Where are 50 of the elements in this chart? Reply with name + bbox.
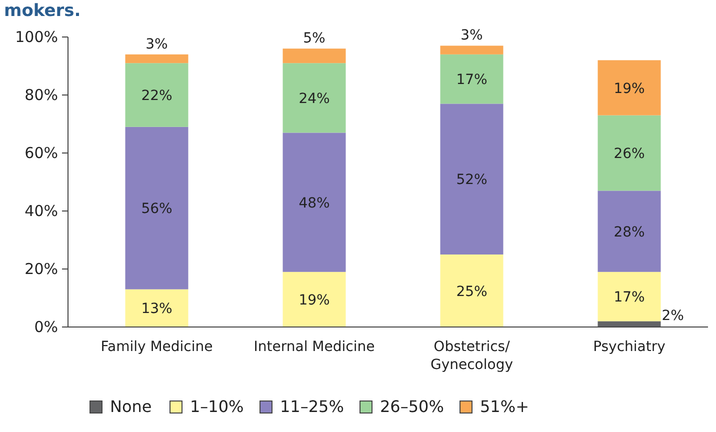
bar bbox=[598, 115, 661, 191]
bar bbox=[440, 104, 504, 254]
data-label: 2% bbox=[662, 308, 684, 324]
bar bbox=[125, 63, 188, 127]
legend-label: 1–10% bbox=[190, 397, 244, 416]
legend-label: 26–50% bbox=[380, 397, 444, 416]
bar bbox=[598, 321, 661, 327]
bar bbox=[282, 272, 346, 327]
bar bbox=[598, 60, 661, 116]
data-label: 22% bbox=[141, 88, 172, 104]
data-label: 3% bbox=[460, 28, 483, 44]
bar bbox=[125, 126, 188, 290]
data-label: 19% bbox=[614, 80, 645, 97]
data-label: 5% bbox=[303, 30, 326, 47]
data-label: 26% bbox=[614, 146, 645, 162]
bar bbox=[598, 190, 661, 272]
data-label: 24% bbox=[298, 90, 330, 107]
x-tick-label: Psychiatry bbox=[593, 339, 666, 355]
y-tick-label: 0% bbox=[34, 318, 58, 336]
data-label: 13% bbox=[141, 301, 172, 318]
bar bbox=[282, 48, 346, 64]
data-label: 25% bbox=[456, 284, 488, 300]
y-tick-label: 20% bbox=[24, 260, 58, 278]
y-tick-label: 100% bbox=[15, 28, 58, 46]
bar bbox=[282, 132, 346, 272]
x-tick-label: Family Medicine bbox=[100, 339, 213, 355]
legend-label: None bbox=[110, 397, 152, 416]
bar bbox=[598, 272, 661, 322]
bar bbox=[125, 54, 188, 64]
bar bbox=[282, 63, 346, 133]
chart-title: mokers. bbox=[4, 1, 81, 21]
data-label: 52% bbox=[456, 172, 488, 188]
data-label: 17% bbox=[456, 72, 488, 88]
data-label: 17% bbox=[614, 290, 645, 306]
data-label: 56% bbox=[141, 201, 172, 218]
data-label: 28% bbox=[614, 224, 645, 240]
legend-label: 11–25% bbox=[280, 397, 344, 416]
x-tick-label: Internal Medicine bbox=[254, 339, 375, 355]
bar bbox=[125, 289, 188, 327]
bar bbox=[440, 46, 504, 54]
data-label: 48% bbox=[298, 195, 330, 212]
data-label: 3% bbox=[146, 36, 168, 52]
bar bbox=[440, 254, 504, 327]
data-label: 19% bbox=[298, 292, 330, 308]
y-tick-label: 60% bbox=[24, 144, 58, 162]
bar bbox=[440, 54, 504, 104]
x-tick-label: Obstetrics/ Gynecology bbox=[430, 339, 514, 373]
y-tick-label: 40% bbox=[24, 202, 58, 220]
y-tick-label: 80% bbox=[24, 86, 58, 104]
legend-label: 51%+ bbox=[480, 397, 529, 416]
